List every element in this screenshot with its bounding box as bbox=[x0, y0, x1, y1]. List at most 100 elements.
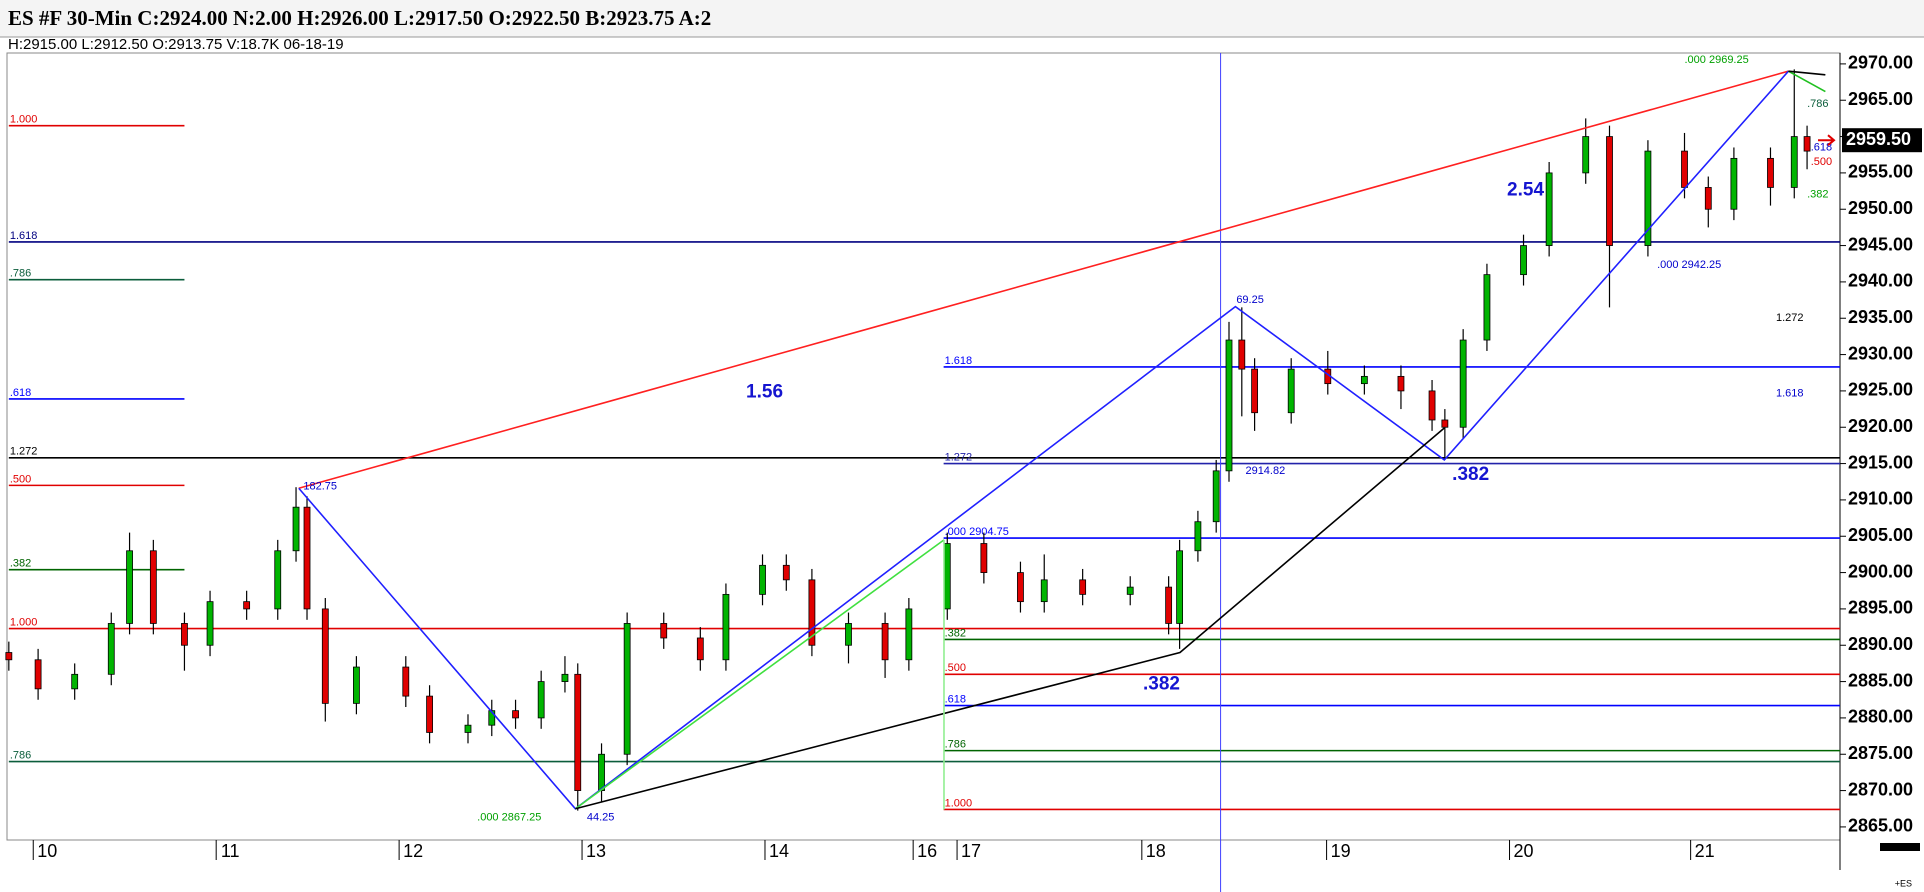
y-tick-label: 2875.00 bbox=[1848, 743, 1913, 763]
plot: 2865.00 2870.00 2875.00 2880.00 2885.00 2890.… bbox=[5, 53, 1922, 892]
candle-body bbox=[1681, 150, 1688, 188]
candle-body bbox=[845, 623, 852, 646]
candle-body bbox=[1251, 368, 1259, 414]
candle-body bbox=[34, 659, 42, 690]
trend-line bbox=[575, 427, 1445, 810]
last-price-box bbox=[1842, 128, 1922, 153]
x-tick-label: 10 bbox=[37, 841, 57, 861]
scroll-marker bbox=[1880, 843, 1920, 851]
candle-body bbox=[292, 506, 300, 552]
candle-body bbox=[1079, 579, 1087, 595]
candle-body bbox=[402, 666, 410, 697]
candle-body bbox=[274, 550, 282, 610]
x-tick-label: 11 bbox=[221, 841, 240, 861]
trend-line bbox=[574, 539, 945, 810]
level-note: .786 bbox=[1807, 98, 1828, 110]
candle-body bbox=[1017, 572, 1024, 603]
candle-body bbox=[1176, 550, 1184, 624]
fib-level-label: .382 bbox=[945, 627, 966, 639]
level-note: .000 2942.25 bbox=[1657, 259, 1721, 271]
y-tick-label: 2970.00 bbox=[1848, 53, 1913, 73]
candle-body bbox=[353, 666, 360, 704]
candle-body bbox=[426, 695, 433, 733]
candle-body bbox=[1803, 136, 1811, 152]
y-tick-label: 2895.00 bbox=[1848, 598, 1913, 618]
candle-body bbox=[623, 623, 631, 755]
fib-level-label: 1.272 bbox=[10, 446, 38, 458]
candle-body bbox=[1238, 339, 1246, 370]
y-tick-label: 2880.00 bbox=[1848, 707, 1913, 727]
candle-body bbox=[1520, 245, 1527, 276]
candle-body bbox=[206, 601, 214, 646]
fib-level-label: .500 bbox=[945, 662, 966, 674]
chart-title: ES #F 30-Min C:2924.00 N:2.00 H:2926.00 … bbox=[8, 6, 711, 30]
ratio-annotation: .382 bbox=[1452, 464, 1489, 485]
ratio-annotation: .382 bbox=[1143, 674, 1180, 695]
fib-level-label: .786 bbox=[945, 739, 966, 751]
ratio-annotation: 2.54 bbox=[1507, 179, 1544, 200]
ratio-annotation: 1.56 bbox=[746, 381, 783, 402]
candle-body bbox=[881, 623, 889, 661]
candle-body bbox=[1483, 274, 1491, 341]
footnote: +ES bbox=[1895, 878, 1912, 888]
x-tick-label: 19 bbox=[1331, 841, 1351, 861]
candle-body bbox=[782, 564, 790, 581]
candle-body bbox=[574, 673, 582, 791]
y-tick-label: 2920.00 bbox=[1848, 416, 1913, 436]
x-tick-label: 14 bbox=[769, 841, 789, 861]
y-tick-label: 2915.00 bbox=[1848, 452, 1913, 472]
candle-body bbox=[1441, 419, 1449, 428]
candle-body bbox=[537, 681, 545, 719]
y-tick-label: 2890.00 bbox=[1848, 634, 1913, 654]
y-tick-label: 2940.00 bbox=[1848, 271, 1913, 291]
y-tick-label: 2925.00 bbox=[1848, 380, 1913, 400]
candle-body bbox=[808, 579, 816, 646]
candle-body bbox=[512, 710, 519, 719]
y-tick-label: 2870.00 bbox=[1848, 779, 1913, 799]
candle-body bbox=[149, 550, 157, 624]
fib-level-label: 1.000 bbox=[945, 797, 973, 809]
last-price-arrow bbox=[1818, 134, 1836, 146]
level-note: .382 bbox=[1807, 189, 1828, 201]
candle-body bbox=[660, 623, 668, 639]
fib-level-label: 1.000 bbox=[10, 616, 38, 628]
candle-body bbox=[1767, 157, 1774, 188]
candle-body bbox=[696, 637, 704, 661]
level-note: 44.25 bbox=[587, 811, 615, 823]
level-note: .000 2867.25 bbox=[477, 811, 541, 823]
y-tick-label: 2930.00 bbox=[1848, 343, 1913, 363]
candle-body bbox=[1212, 470, 1220, 523]
y-tick-label: 2900.00 bbox=[1848, 561, 1913, 581]
y-tick-label: 2910.00 bbox=[1848, 489, 1913, 509]
x-tick-label: 12 bbox=[403, 841, 423, 861]
candle-body bbox=[1582, 136, 1590, 174]
candle-body bbox=[1225, 339, 1233, 472]
candle-body bbox=[1040, 579, 1048, 603]
candle-body bbox=[1790, 136, 1798, 188]
y-tick-label: 2945.00 bbox=[1848, 234, 1913, 254]
candle-body bbox=[1644, 150, 1652, 246]
chart-subtitle: H:2915.00 L:2912.50 O:2913.75 V:18.7K 06… bbox=[8, 36, 344, 53]
level-note: .500 bbox=[1811, 156, 1832, 168]
candle-body bbox=[1287, 368, 1295, 414]
trend-line bbox=[298, 70, 1790, 810]
x-tick-label: 17 bbox=[961, 841, 981, 861]
candle-body bbox=[980, 543, 988, 573]
level-note: .618 bbox=[1811, 141, 1832, 153]
candle-body bbox=[1126, 586, 1134, 595]
candle-body bbox=[1360, 375, 1368, 385]
fib-level-label: .786 bbox=[10, 268, 31, 280]
candle-body bbox=[1606, 136, 1613, 246]
fib-level-label: 1.272 bbox=[945, 451, 973, 463]
candle-body bbox=[722, 593, 730, 661]
last-price-label: 2959.50 bbox=[1846, 129, 1911, 149]
candle-body bbox=[1194, 521, 1202, 552]
y-tick-label: 2965.00 bbox=[1848, 89, 1913, 109]
candle-body bbox=[1428, 390, 1436, 421]
candle-body bbox=[464, 724, 472, 733]
candle-body bbox=[561, 673, 569, 682]
level-note: 182.75 bbox=[303, 481, 337, 493]
candle-body bbox=[321, 608, 329, 704]
